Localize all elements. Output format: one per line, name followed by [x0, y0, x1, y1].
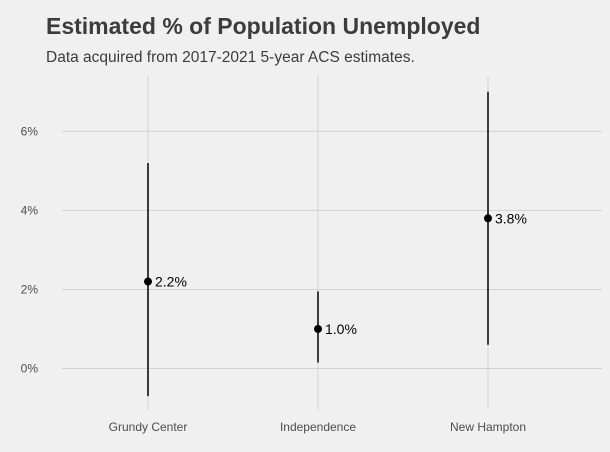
grid-layer — [62, 76, 602, 410]
error-bars — [144, 91, 492, 397]
data-labels: 2.2% 1.0% 3.8% — [155, 210, 527, 337]
data-label: 2.2% — [155, 274, 187, 290]
x-tick-label: Independence — [280, 420, 356, 434]
data-label: 1.0% — [325, 321, 357, 337]
y-tick-label: 0% — [21, 361, 39, 375]
x-tick-label: New Hampton — [450, 420, 526, 434]
estimate-point — [314, 324, 322, 333]
y-tick-label: 6% — [21, 124, 39, 138]
estimate-point — [484, 214, 492, 223]
chart-title: Estimated % of Population Unemployed — [46, 13, 481, 39]
chart-subtitle: Data acquired from 2017-2021 5-year ACS … — [46, 49, 415, 66]
x-axis-ticks: Grundy Center Independence New Hampton — [109, 420, 526, 434]
estimate-point — [144, 277, 152, 286]
y-tick-label: 2% — [21, 282, 39, 296]
x-tick-label: Grundy Center — [109, 420, 188, 434]
data-label: 3.8% — [495, 210, 527, 226]
y-tick-label: 4% — [21, 203, 39, 217]
y-axis-ticks: 0% 2% 4% 6% — [21, 124, 39, 375]
